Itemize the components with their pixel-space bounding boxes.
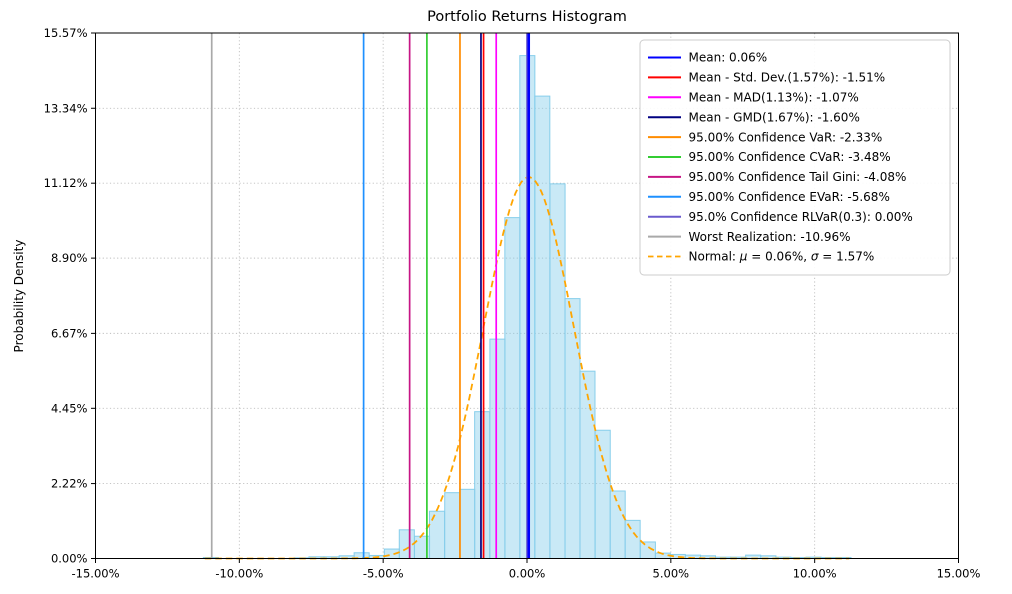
legend-item-label: 95.00% Confidence VaR: -2.33%: [689, 130, 883, 144]
hist-bar: [534, 95, 551, 559]
y-tick-label: 2.22%: [51, 477, 88, 491]
hist-bar: [489, 338, 506, 559]
y-tick-label: 11.12%: [44, 176, 88, 190]
legend-item-label: 95.00% Confidence EVaR: -5.68%: [689, 190, 890, 204]
legend-item-label: 95.00% Confidence Tail Gini: -4.08%: [689, 170, 907, 184]
legend-item: 95.00% Confidence EVaR: -5.68%: [648, 190, 890, 204]
y-tick-label: 4.45%: [51, 401, 88, 415]
legend-item: 95.0% Confidence RLVaR(0.3): 0.00%: [648, 210, 913, 224]
hist-bar: [624, 519, 641, 559]
hist-bar: [564, 298, 581, 559]
hist-bar: [504, 217, 521, 560]
chart-title: Portfolio Returns Histogram: [427, 9, 627, 25]
legend-item-label: Worst Realization: -10.96%: [689, 230, 851, 244]
legend-item: Mean - MAD(1.13%): -1.07%: [648, 91, 859, 105]
hist-bar: [549, 183, 566, 559]
y-tick-label: 13.34%: [44, 101, 88, 115]
hist-bar: [459, 488, 476, 559]
x-tick-label: 15.00%: [937, 567, 981, 581]
legend-item-label: Mean - GMD(1.67%): -1.60%: [689, 110, 860, 124]
legend-item: Mean - GMD(1.67%): -1.60%: [648, 110, 860, 124]
x-tick-label: 10.00%: [793, 567, 837, 581]
legend-item-label: Mean: 0.06%: [689, 51, 768, 65]
legend: Mean: 0.06% Mean - Std. Dev.(1.57%): -1.5…: [639, 39, 951, 276]
legend-item-label: Mean - MAD(1.13%): -1.07%: [689, 91, 859, 105]
x-tick-label: 0.00%: [509, 567, 546, 581]
legend-item-label: Normal: μ = 0.06%, σ = 1.57%: [689, 250, 875, 264]
legend-item-label: 95.0% Confidence RLVaR(0.3): 0.00%: [689, 210, 913, 224]
legend-item: 95.00% Confidence Tail Gini: -4.08%: [648, 170, 906, 184]
x-tick-label: -10.00%: [215, 567, 263, 581]
y-tick-label: 15.57%: [44, 26, 88, 40]
legend-item-label: Mean - Std. Dev.(1.57%): -1.51%: [689, 71, 886, 85]
hist-bar: [609, 490, 626, 559]
y-tick-label: 6.67%: [51, 326, 88, 340]
y-tick-label: 8.90%: [51, 251, 88, 265]
legend-item: Normal: μ = 0.06%, σ = 1.57%: [648, 250, 874, 264]
y-tick-label: 0.00%: [51, 552, 88, 566]
legend-item: 95.00% Confidence CVaR: -3.48%: [648, 150, 891, 164]
legend-item: Mean - Std. Dev.(1.57%): -1.51%: [648, 71, 885, 85]
hist-bar: [444, 492, 461, 560]
legend-item-label: 95.00% Confidence CVaR: -3.48%: [689, 150, 891, 164]
x-tick-label: -15.00%: [72, 567, 120, 581]
hist-bar: [428, 510, 446, 559]
hist-bar: [594, 429, 611, 559]
hist-bar: [474, 411, 491, 560]
hist-bar: [579, 370, 596, 559]
legend-item: Worst Realization: -10.96%: [648, 230, 851, 244]
legend-box: [639, 39, 951, 276]
x-tick-label: 5.00%: [653, 567, 690, 581]
legend-item: Mean: 0.06%: [648, 51, 767, 65]
x-tick-label: -5.00%: [363, 567, 404, 581]
legend-item: 95.00% Confidence VaR: -2.33%: [648, 130, 882, 144]
y-axis-label: Probability Density: [12, 239, 26, 353]
